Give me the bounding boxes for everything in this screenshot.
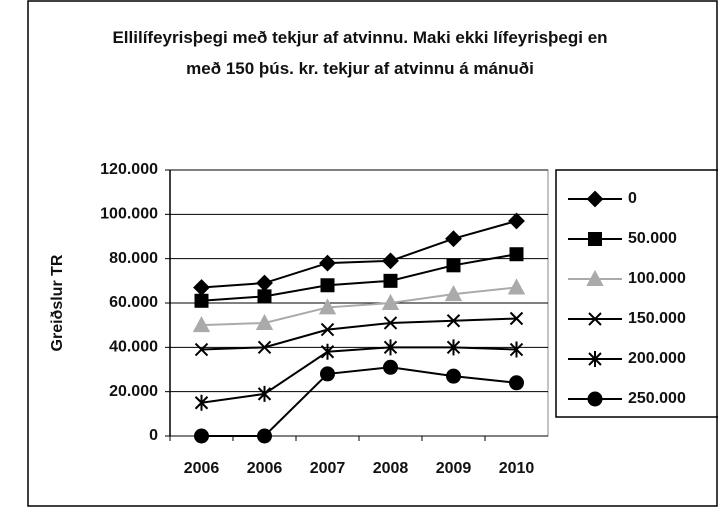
marker [587,391,603,407]
marker [509,341,524,358]
marker [509,247,524,262]
y-tick-label: 20.000 [109,383,158,400]
marker [509,311,524,326]
marker [381,293,400,310]
legend-label: 50.000 [628,230,677,247]
y-tick-label: 80.000 [109,250,158,267]
marker [445,230,462,248]
marker [257,428,272,444]
marker [255,313,274,330]
y-axis-label: Greiðslur TR [49,254,66,351]
legend-label: 200.000 [628,350,686,367]
legend-label: 150.000 [628,310,686,327]
marker [446,339,461,356]
marker [257,289,272,304]
x-tick-label: 2008 [373,460,409,477]
marker [508,212,525,230]
marker [507,278,526,295]
marker [383,339,398,356]
marker [383,359,398,375]
series-line [201,220,517,289]
marker [588,351,602,367]
marker [320,278,335,293]
y-tick-label: 60.000 [109,294,158,311]
marker [446,314,461,328]
legend-label: 0 [628,190,637,207]
y-tick-label: 0 [149,427,158,444]
marker [194,342,209,357]
marker [383,316,398,330]
series-line [201,253,517,302]
marker [588,232,602,246]
marker [320,343,335,360]
marker [194,428,209,444]
marker [318,298,337,315]
legend-label: 100.000 [628,270,686,287]
marker [257,385,272,402]
x-tick-label: 2009 [436,460,472,477]
marker [383,273,398,288]
marker [194,293,209,308]
y-tick-label: 40.000 [109,339,158,356]
marker [194,394,209,411]
marker [509,375,524,391]
marker [319,254,336,272]
marker [320,366,335,382]
marker [192,316,211,333]
marker [382,252,399,270]
y-tick-label: 100.000 [100,206,158,223]
marker [257,340,272,355]
legend-box [555,169,718,418]
marker [320,322,335,337]
marker [588,312,602,326]
x-tick-label: 2006 [184,460,220,477]
series-line [201,286,517,327]
marker [193,279,210,296]
x-tick-label: 2010 [499,460,535,477]
series-line [201,366,517,437]
chart-title: Ellilífeyrisþegi með tekjur af atvinnu. … [112,28,608,78]
x-tick-label: 2006 [247,460,283,477]
marker [446,258,461,273]
x-tick-label: 2007 [310,460,346,477]
marker [586,269,604,286]
series-line [201,317,517,351]
chart-frame [27,0,718,507]
marker [444,285,463,302]
marker [256,274,273,292]
marker [446,368,461,384]
y-tick-label: 120.000 [100,161,158,178]
series-line [201,346,517,404]
marker [586,190,604,208]
legend-label: 250.000 [628,390,686,407]
